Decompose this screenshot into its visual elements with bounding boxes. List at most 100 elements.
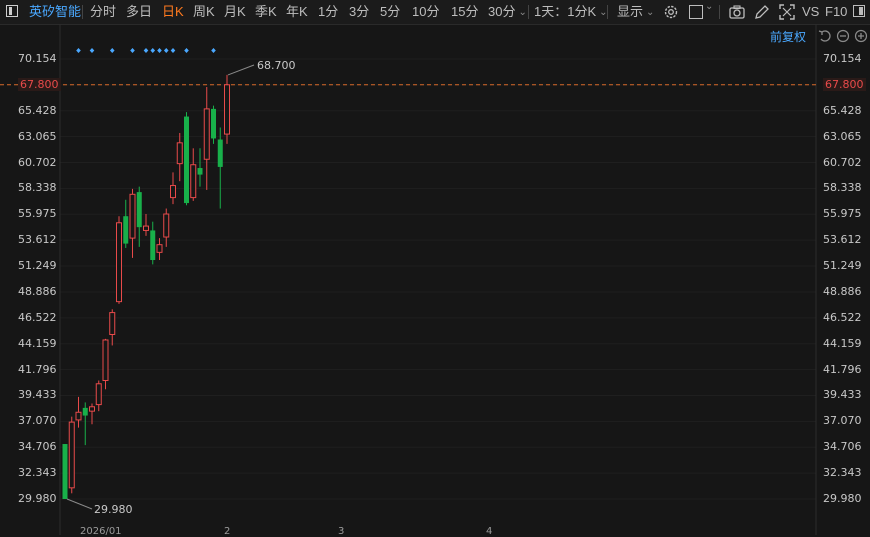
candle-body — [203, 108, 210, 160]
price-tick-label: 37.070 — [823, 414, 862, 428]
price-tick-label: 39.433 — [18, 388, 57, 402]
candle-body — [89, 406, 95, 412]
candle-body — [136, 192, 142, 228]
price-tick-label: 41.796 — [823, 362, 862, 376]
candle-body — [217, 139, 223, 167]
period-tab-5min[interactable]: 5分 — [380, 4, 401, 19]
price-tick-label: 60.702 — [823, 155, 862, 169]
period-tab-year[interactable]: 年K — [286, 4, 308, 19]
fullscreen-icon[interactable] — [778, 3, 796, 21]
zoom-out-icon[interactable] — [836, 29, 850, 43]
period-30min-label: 30分 — [488, 4, 516, 19]
toolbar-divider — [607, 5, 608, 19]
price-tick-label: 65.428 — [18, 103, 57, 117]
price-tick-label: 44.159 — [18, 336, 57, 350]
display-label: 显示 — [617, 4, 644, 19]
period-tab-day[interactable]: 日K — [162, 4, 184, 19]
price-tick-label: 37.070 — [18, 414, 57, 428]
period-tab-intraday[interactable]: 分时 — [90, 4, 117, 19]
panel-layout-icon[interactable] — [853, 5, 865, 17]
candle-body — [197, 168, 203, 175]
candle-body — [109, 312, 116, 335]
price-tick-label: 41.796 — [18, 362, 57, 376]
price-tick-label: 48.886 — [18, 284, 57, 298]
price-tick-label: 29.980 — [823, 492, 862, 505]
period-tab-15min[interactable]: 15分 — [451, 4, 479, 19]
event-marker — [143, 48, 149, 53]
period-tab-week[interactable]: 周K — [193, 4, 215, 19]
candle-body — [170, 185, 176, 199]
interval-combo-select[interactable]: 1天：1分K ⌄ — [534, 3, 608, 21]
period-tab-10min[interactable]: 10分 — [412, 4, 440, 19]
candle-body — [224, 84, 230, 135]
event-marker — [170, 48, 176, 53]
x-label: 2026/01 — [80, 526, 122, 537]
price-tick-label: 46.522 — [823, 310, 862, 324]
price-tick-label: 53.612 — [18, 233, 57, 247]
price-tick-label: 70.154 — [823, 52, 862, 65]
period-tab-month[interactable]: 月K — [224, 4, 246, 19]
price-tick-label: 44.159 — [823, 336, 862, 350]
display-menu[interactable]: 显示 ⌄ — [617, 3, 654, 21]
toolbar-divider — [528, 5, 529, 19]
event-marker — [89, 48, 95, 53]
price-tick-label: 60.702 — [18, 155, 57, 169]
candle-body — [82, 407, 88, 416]
period-tab-multiday[interactable]: 多日 — [126, 4, 153, 19]
high-leader-line — [227, 64, 255, 76]
chart-toolbar: 英矽智能 分时 多日 日K 周K 月K 季K 年K 1分 3分 5分 10分 1… — [0, 0, 870, 25]
candle-body — [123, 216, 129, 244]
overlay-box-select[interactable]: ⌄ — [689, 1, 713, 19]
price-tick-label: 53.612 — [823, 233, 862, 247]
candle-body — [143, 225, 149, 231]
low-annotation: 29.980 — [94, 503, 133, 516]
candle-body — [156, 244, 163, 253]
candles-group — [62, 74, 230, 499]
candle-body — [129, 193, 136, 239]
price-tick-label: 58.338 — [18, 181, 57, 195]
pencil-icon[interactable] — [753, 3, 771, 21]
period-tab-1min[interactable]: 1分 — [318, 4, 339, 19]
candle-body — [102, 339, 109, 381]
period-tab-30min[interactable]: 30分 ⌄ — [488, 3, 527, 21]
toolbar-divider — [82, 5, 83, 19]
camera-icon[interactable] — [728, 3, 746, 21]
vs-button[interactable]: VS — [802, 4, 820, 19]
event-marker — [184, 48, 189, 53]
undo-icon[interactable] — [818, 29, 832, 43]
price-tick-label: 63.065 — [18, 129, 57, 143]
candle-body — [184, 116, 189, 204]
price-tick-label: 32.343 — [823, 466, 862, 480]
candle-body — [163, 213, 170, 238]
adjust-mode-button[interactable]: 前复权 — [770, 30, 807, 44]
price-tick-label: 48.886 — [823, 284, 862, 298]
candle-body — [62, 444, 68, 499]
price-tick-label: 63.065 — [823, 129, 862, 143]
period-tab-3min[interactable]: 3分 — [349, 4, 370, 19]
zoom-in-icon[interactable] — [854, 29, 868, 43]
event-marker — [150, 48, 156, 53]
event-marker — [211, 48, 216, 53]
candle-body — [190, 164, 197, 199]
stock-name[interactable]: 英矽智能 — [29, 4, 82, 19]
event-marker — [163, 48, 169, 53]
candle-body — [95, 383, 102, 406]
chevron-down-icon: ⌄ — [705, 1, 714, 12]
event-marker — [157, 48, 162, 53]
f10-button[interactable]: F10 — [825, 4, 848, 19]
price-tick-label: 39.433 — [823, 388, 862, 402]
event-markers — [76, 48, 216, 53]
sidebar-toggle-icon[interactable] — [6, 5, 18, 17]
price-tick-label: 46.522 — [18, 310, 57, 324]
x-label: 4 — [486, 526, 493, 537]
period-tab-quarter[interactable]: 季K — [255, 4, 277, 19]
price-tick-label: 55.975 — [18, 207, 57, 221]
price-tick-label: 58.338 — [823, 181, 862, 195]
price-tick-label: 32.343 — [18, 466, 57, 480]
toolbar-divider — [719, 5, 720, 19]
price-tick-label: 55.975 — [823, 207, 862, 221]
chevron-down-icon: ⌄ — [599, 7, 608, 18]
gear-icon[interactable] — [662, 3, 680, 21]
price-tick-label: 29.980 — [18, 492, 57, 505]
